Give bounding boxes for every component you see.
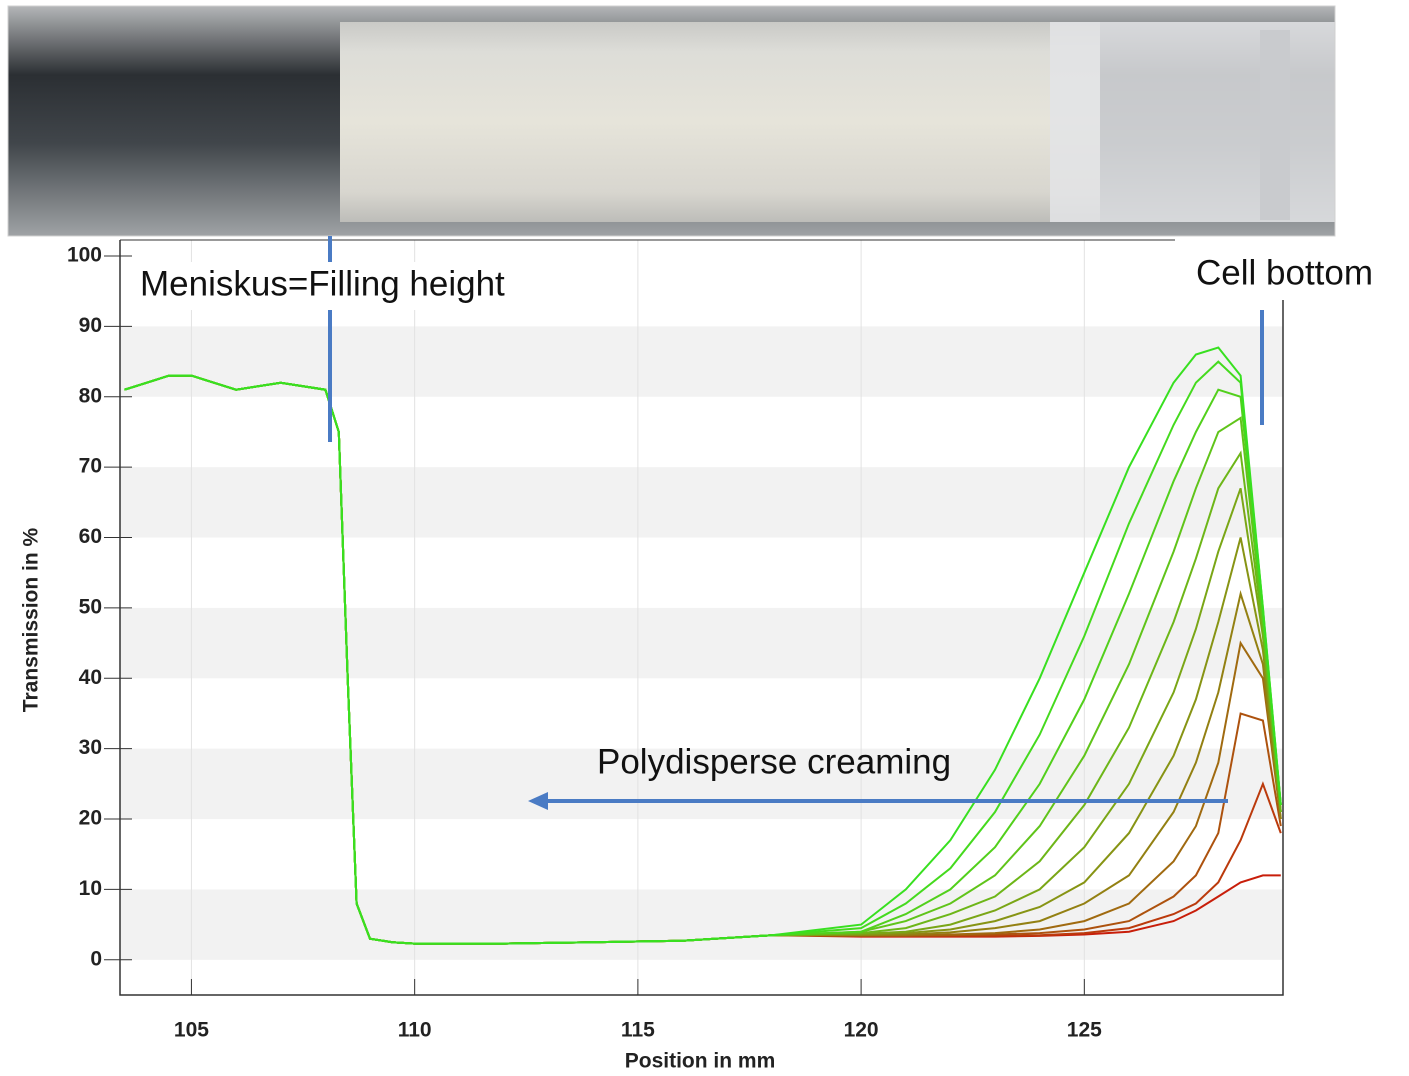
y-tick-label: 70	[79, 455, 102, 478]
y-tick-label: 0	[90, 947, 102, 970]
grid-band	[120, 748, 1283, 820]
y-tick-label: 40	[79, 666, 102, 689]
y-tick-label: 50	[79, 595, 102, 618]
y-tick-label: 30	[79, 736, 102, 759]
sample-photo	[7, 5, 1336, 237]
annotation: Cell bottom	[1196, 253, 1373, 292]
grid-band	[120, 467, 1283, 538]
x-tick-label: 125	[1067, 1019, 1102, 1042]
y-tick-label: 10	[79, 877, 102, 900]
y-tick-label: 90	[79, 314, 102, 337]
y-tick-label: 100	[67, 244, 102, 267]
x-tick-label: 120	[844, 1019, 879, 1042]
y-tick-label: 20	[79, 807, 102, 830]
grid-band	[120, 326, 1283, 397]
x-tick-label: 115	[621, 1019, 655, 1042]
y-axis-label: Transmission in %	[20, 527, 43, 712]
annotation: Polydisperse creaming	[597, 742, 951, 781]
y-tick-label: 80	[79, 384, 102, 407]
x-axis-label: Position in mm	[625, 1050, 776, 1073]
y-tick-label: 60	[79, 525, 102, 548]
x-tick-label: 105	[174, 1019, 209, 1042]
axis-frame	[119, 240, 1284, 996]
annotation: Meniskus=Filling height	[140, 264, 505, 303]
grid-band	[120, 607, 1283, 679]
x-tick-label: 110	[398, 1019, 432, 1042]
annotations: Meniskus=Filling height Cell bottom Poly…	[135, 236, 1373, 810]
series-line	[124, 346, 1282, 945]
plot-area: 105 110 115 120 125 0 10 20 30 40 50 60 70 80 90 100	[67, 240, 1284, 1042]
